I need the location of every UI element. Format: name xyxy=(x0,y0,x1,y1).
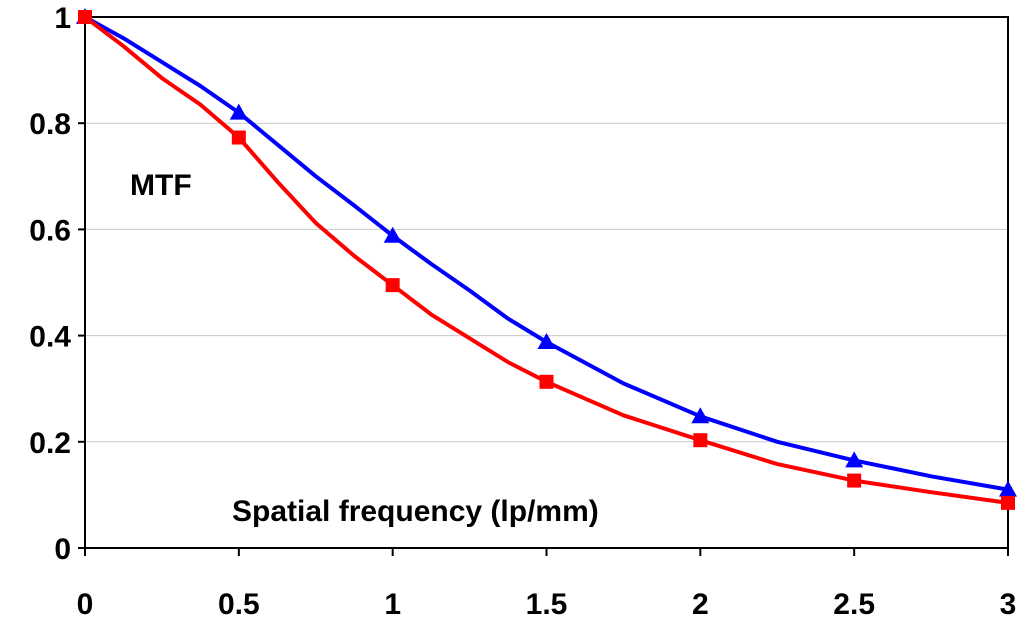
x-tick-label: 1 xyxy=(384,588,401,621)
x-tick-label: 2 xyxy=(692,588,709,621)
y-tick-label: 0.8 xyxy=(29,108,71,141)
blue-triangles-point xyxy=(691,407,710,424)
red-squares-point xyxy=(1001,495,1015,510)
blue-triangles-point xyxy=(999,480,1017,497)
red-squares-point xyxy=(385,278,400,293)
x-tick-label: 0 xyxy=(77,588,94,621)
blue-triangles-point xyxy=(845,451,864,468)
red-squares-point xyxy=(539,374,554,389)
blue-triangles-line xyxy=(84,15,1009,492)
grid-layer xyxy=(85,122,1008,443)
blue-triangles-point xyxy=(537,333,556,349)
x-tick-label: 3 xyxy=(1000,588,1017,621)
y-tick-label: 0.2 xyxy=(29,427,71,460)
y-tick-label: 0.4 xyxy=(29,321,71,354)
y-axis-label: MTF xyxy=(130,169,192,202)
blue-triangles-point xyxy=(229,103,248,120)
red-squares-point xyxy=(693,433,708,448)
blue-triangles-point xyxy=(383,226,402,243)
x-axis-label: Spatial frequency (lp/mm) xyxy=(232,495,599,528)
red-squares-point xyxy=(78,10,92,24)
plot-frame xyxy=(84,16,1009,549)
x-tick-label: 1.5 xyxy=(526,588,568,621)
x-tick-label: 2.5 xyxy=(833,588,875,621)
tick-layer: 0 0.2 0.4 0.6 0.8 1 0 0.5 1 1.5 2 2.5 3 xyxy=(29,2,1016,621)
y-tick-label: 0 xyxy=(54,533,71,566)
x-tick-label: 0.5 xyxy=(218,588,260,621)
y-tick-label: 1 xyxy=(54,2,71,35)
y-tick-label: 0.6 xyxy=(29,214,71,247)
red-squares-line xyxy=(83,15,1009,505)
series-layer xyxy=(76,8,1017,510)
red-squares-point xyxy=(847,473,862,488)
red-squares-point xyxy=(231,130,246,145)
